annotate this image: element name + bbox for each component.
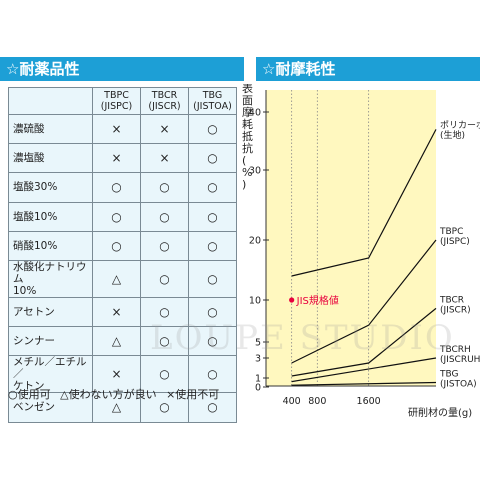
resistance-mark: ○ <box>188 172 237 203</box>
legend-usable: ○使用可 <box>8 388 51 401</box>
resistance-mark: ○ <box>188 259 237 298</box>
y-tick-label: 1 <box>255 374 261 385</box>
resistance-mark: ○ <box>188 230 237 261</box>
chemical-name: アセトン <box>8 296 93 328</box>
resistance-mark: ○ <box>188 201 237 232</box>
chemical-name: 硝酸10% <box>8 230 93 261</box>
x-tick-label: 800 <box>308 396 326 407</box>
legend-not-recommended: △使わない方が良い <box>60 388 157 401</box>
y-tick-label: 0 <box>255 383 261 394</box>
legend-unusable: ×使用不可 <box>166 388 220 401</box>
chemical-resistance-table: TBPC (JISPC) TBCR (JISCR) TBG (JISTOA) 濃硫酸 × × ○… <box>8 87 237 423</box>
jis-marker <box>289 297 295 303</box>
resistance-mark: × <box>140 143 189 174</box>
resistance-mark: ○ <box>92 201 141 232</box>
resistance-mark: ○ <box>140 326 189 357</box>
resistance-mark: ○ <box>188 355 237 394</box>
table-header-row: TBPC (JISPC) TBCR (JISCR) TBG (JISTOA) <box>8 87 237 115</box>
x-tick-label: 400 <box>283 396 301 407</box>
table-row: 塩酸30% ○ ○ ○ <box>8 172 237 203</box>
plot-area <box>266 90 436 386</box>
resistance-mark: ○ <box>140 201 189 232</box>
chemical-name: 水酸化ナトリウム 10% <box>8 259 93 298</box>
resistance-mark: △ <box>92 259 141 298</box>
resistance-mark: ○ <box>140 172 189 203</box>
wear-resistance-chart: 01 3 5 10 20 30 40 400 800 1600 表面摩耗抵抗(%) 研削材の量(g) ポ… <box>242 84 480 419</box>
y-tick-label: 20 <box>249 236 261 247</box>
y-tick-label: 3 <box>255 354 261 365</box>
table-row: 濃硫酸 × × ○ <box>8 113 237 145</box>
column-header: TBCR (JISCR) <box>140 87 189 115</box>
x-axis-title: 研削材の量(g) <box>408 406 472 419</box>
resistance-mark: ○ <box>140 230 189 261</box>
series-label: TBCRH (JISCRUH) <box>439 345 480 365</box>
column-header: TBPC (JISPC) <box>92 87 141 115</box>
resistance-mark: ○ <box>188 113 237 145</box>
resistance-mark: ○ <box>92 230 141 261</box>
series-label: TBPC (JISPC) <box>439 227 470 247</box>
y-tick-label: 5 <box>255 338 261 349</box>
resistance-mark: ○ <box>92 172 141 203</box>
resistance-mark: × <box>92 143 141 174</box>
series-line <box>291 357 437 383</box>
series-line <box>291 381 437 386</box>
jis-label: JIS規格値 <box>296 294 339 307</box>
table-row: 硝酸10% ○ ○ ○ <box>8 230 237 261</box>
resistance-mark: △ <box>92 326 141 357</box>
symbol-legend: ○使用可 △使わない方が良い ×使用不可 <box>8 386 225 402</box>
table-row: 濃塩酸 × × ○ <box>8 143 237 174</box>
x-tick-label: 1600 <box>357 396 381 407</box>
wear-resistance-heading: ☆耐摩耗性 <box>256 57 480 81</box>
series-line <box>291 307 437 377</box>
table-row: 水酸化ナトリウム 10% △ ○ ○ <box>8 259 237 298</box>
resistance-mark: ○ <box>188 143 237 174</box>
chemical-name: 塩酸10% <box>8 201 93 232</box>
chemical-name: ベンゼン <box>8 392 93 423</box>
series-line <box>291 129 437 277</box>
series-line <box>291 239 437 364</box>
y-tick-label: 10 <box>249 296 261 307</box>
resistance-mark: ○ <box>140 392 189 423</box>
resistance-mark: × <box>92 355 141 394</box>
series-label: ポリカーボネイト(生地) <box>440 120 480 141</box>
chemical-name: 濃塩酸 <box>8 143 93 174</box>
table-row: シンナー △ ○ ○ <box>8 326 237 357</box>
resistance-mark: × <box>92 296 141 328</box>
chemical-name: シンナー <box>8 326 93 357</box>
table-row: 塩酸10% ○ ○ ○ <box>8 201 237 232</box>
table-corner <box>8 87 93 115</box>
resistance-mark: ○ <box>188 326 237 357</box>
resistance-mark: △ <box>92 392 141 423</box>
column-header: TBG (JISTOA) <box>188 87 237 115</box>
y-axis-title: 表面摩耗抵抗(%) <box>242 84 253 191</box>
watermark: LOUPE STUDIO <box>150 318 455 358</box>
table-row: アセトン × ○ ○ <box>8 296 237 328</box>
series-label: TBCR (JISCR) <box>439 295 471 315</box>
resistance-mark: × <box>140 113 189 145</box>
resistance-mark: ○ <box>140 259 189 298</box>
series-label: TBG (JISTOA) <box>439 370 477 390</box>
resistance-mark: × <box>92 113 141 145</box>
y-tick-label: 40 <box>249 108 261 119</box>
y-tick-label: 30 <box>249 166 261 177</box>
chemical-resistance-heading: ☆耐薬品性 <box>0 57 244 81</box>
chemical-name: 濃硫酸 <box>8 113 93 145</box>
resistance-mark: ○ <box>188 392 237 423</box>
chemical-name: 塩酸30% <box>8 172 93 203</box>
table-row: ベンゼン △ ○ ○ <box>8 392 237 423</box>
